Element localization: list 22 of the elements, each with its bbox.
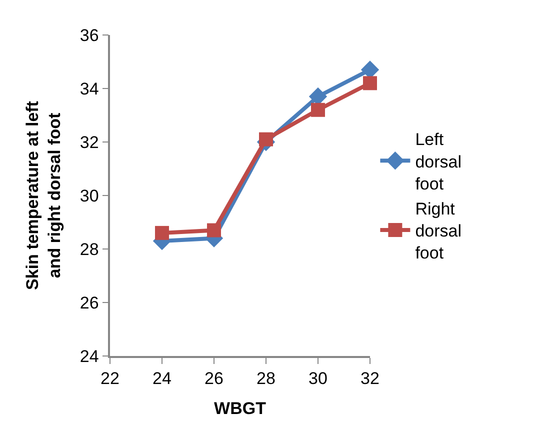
y-axis-title: Skin temperature at left and right dorsal foot: [22, 100, 64, 290]
y-tick-label: 26: [80, 293, 99, 312]
point: [311, 102, 325, 117]
y-tick-label: 32: [80, 132, 99, 152]
x-tick-label: 30: [308, 369, 328, 388]
x-tick-label: 32: [360, 369, 380, 388]
point: [207, 223, 221, 238]
x-tick-label: 24: [152, 369, 172, 388]
y-tick-label: 30: [80, 186, 99, 206]
legend-label: Left dorsal foot: [415, 130, 462, 194]
x-axis-title: WBGT: [214, 399, 267, 418]
point: [363, 76, 377, 90]
x-tick-label: 28: [256, 369, 276, 388]
x-tick-label: 26: [204, 369, 224, 388]
point: [155, 226, 169, 240]
x-tick-label: 22: [100, 369, 120, 388]
y-tick-label: 24: [80, 346, 99, 366]
point: [259, 132, 273, 146]
legend-label: Right dorsal foot: [415, 199, 462, 263]
y-tick-label: 36: [80, 26, 99, 45]
y-tick-label: 34: [80, 79, 99, 98]
y-tick-label: 28: [80, 240, 99, 259]
